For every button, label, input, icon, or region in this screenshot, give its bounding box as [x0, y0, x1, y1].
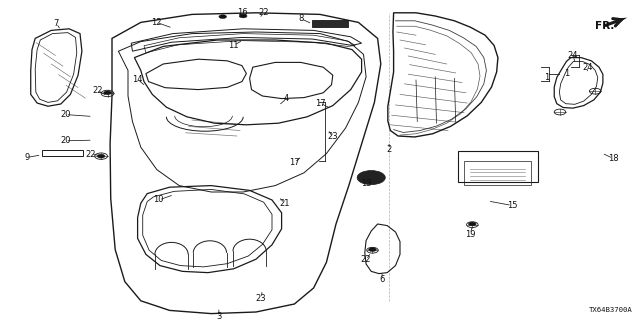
Text: 21: 21 — [280, 199, 290, 208]
FancyBboxPatch shape — [312, 20, 348, 27]
Text: 24: 24 — [568, 52, 578, 60]
Text: 16: 16 — [237, 8, 247, 17]
Text: 19: 19 — [465, 230, 476, 239]
Text: 7: 7 — [54, 19, 59, 28]
Text: 22: 22 — [92, 86, 102, 95]
Text: 4: 4 — [284, 94, 289, 103]
Text: 2: 2 — [387, 145, 392, 154]
Text: TX64B3700A: TX64B3700A — [589, 307, 632, 313]
Text: 24: 24 — [582, 63, 593, 72]
Text: 23: 23 — [256, 294, 266, 303]
Text: 1: 1 — [544, 73, 549, 82]
Text: 23: 23 — [328, 132, 338, 141]
Text: 20: 20 — [60, 136, 70, 145]
Text: 22: 22 — [361, 255, 371, 264]
Circle shape — [357, 171, 385, 185]
Text: FR.: FR. — [595, 20, 614, 31]
Text: 14: 14 — [132, 75, 143, 84]
Text: 15: 15 — [507, 201, 517, 210]
Text: 13: 13 — [361, 180, 371, 188]
Circle shape — [104, 91, 111, 95]
Circle shape — [219, 15, 227, 19]
Text: 20: 20 — [60, 110, 70, 119]
Text: 8: 8 — [298, 14, 303, 23]
Circle shape — [369, 248, 376, 252]
Polygon shape — [618, 18, 627, 22]
Text: 22: 22 — [259, 8, 269, 17]
Circle shape — [468, 222, 476, 226]
Circle shape — [239, 14, 247, 18]
Text: 3: 3 — [216, 312, 221, 320]
Text: 10: 10 — [154, 196, 164, 204]
Text: 9: 9 — [24, 153, 29, 162]
Text: 22: 22 — [86, 150, 96, 159]
Text: 17: 17 — [315, 99, 325, 108]
Text: 6: 6 — [380, 276, 385, 284]
Text: 11: 11 — [228, 41, 239, 50]
Text: 12: 12 — [152, 18, 162, 27]
Text: 18: 18 — [608, 154, 618, 163]
Text: 1: 1 — [564, 69, 570, 78]
Text: 17: 17 — [289, 158, 300, 167]
Circle shape — [97, 154, 105, 158]
